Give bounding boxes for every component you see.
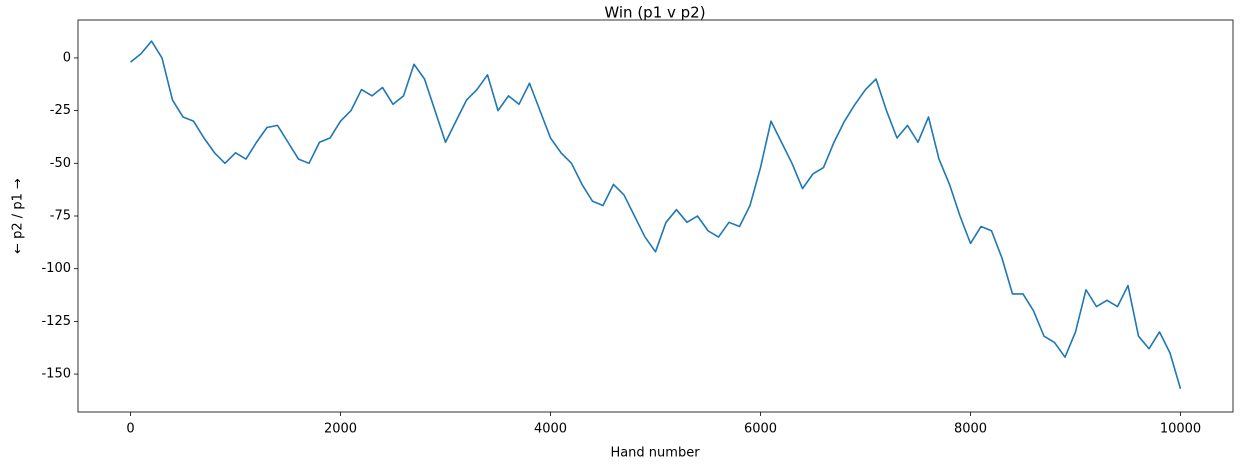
- y-tick-label: -100: [41, 261, 71, 276]
- y-tick-label: -50: [50, 156, 71, 171]
- plot-frame: [77, 19, 1234, 413]
- x-tick-label: 10000: [1160, 422, 1201, 437]
- y-tick-label: 0: [63, 50, 71, 65]
- y-tick-label: -25: [50, 103, 71, 118]
- y-axis-label: ← p2 / p1 →: [11, 178, 26, 254]
- chart-title: Win (p1 v p2): [604, 4, 705, 22]
- x-axis-label: Hand number: [610, 446, 700, 461]
- x-tick-label: 0: [126, 422, 134, 437]
- x-tick-label: 8000: [954, 422, 987, 437]
- y-tick-label: -150: [41, 367, 71, 382]
- data-line: [129, 40, 1182, 390]
- x-tick-label: 4000: [534, 422, 567, 437]
- y-tick-label: -75: [50, 209, 71, 224]
- x-tick-label: 6000: [744, 422, 777, 437]
- x-tick-label: 2000: [324, 422, 357, 437]
- y-tick-label: -125: [41, 314, 71, 329]
